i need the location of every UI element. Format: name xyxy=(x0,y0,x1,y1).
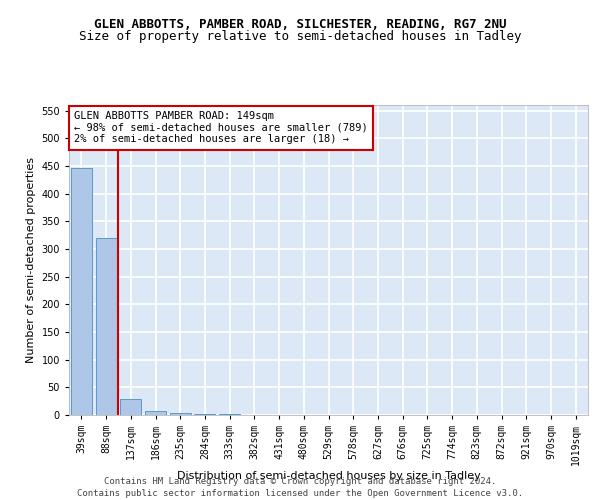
Bar xyxy=(170,413,191,415)
Bar xyxy=(95,238,116,415)
Text: GLEN ABBOTTS, PAMBER ROAD, SILCHESTER, READING, RG7 2NU: GLEN ABBOTTS, PAMBER ROAD, SILCHESTER, R… xyxy=(94,18,506,30)
Bar xyxy=(71,168,92,415)
Text: Contains HM Land Registry data © Crown copyright and database right 2024.
Contai: Contains HM Land Registry data © Crown c… xyxy=(77,476,523,498)
Bar xyxy=(219,414,240,415)
Y-axis label: Number of semi-detached properties: Number of semi-detached properties xyxy=(26,157,36,363)
X-axis label: Distribution of semi-detached houses by size in Tadley: Distribution of semi-detached houses by … xyxy=(176,470,481,480)
Text: Size of property relative to semi-detached houses in Tadley: Size of property relative to semi-detach… xyxy=(79,30,521,43)
Bar xyxy=(120,399,141,415)
Bar xyxy=(194,414,215,415)
Text: GLEN ABBOTTS PAMBER ROAD: 149sqm
← 98% of semi-detached houses are smaller (789): GLEN ABBOTTS PAMBER ROAD: 149sqm ← 98% o… xyxy=(74,111,368,144)
Bar xyxy=(145,410,166,415)
